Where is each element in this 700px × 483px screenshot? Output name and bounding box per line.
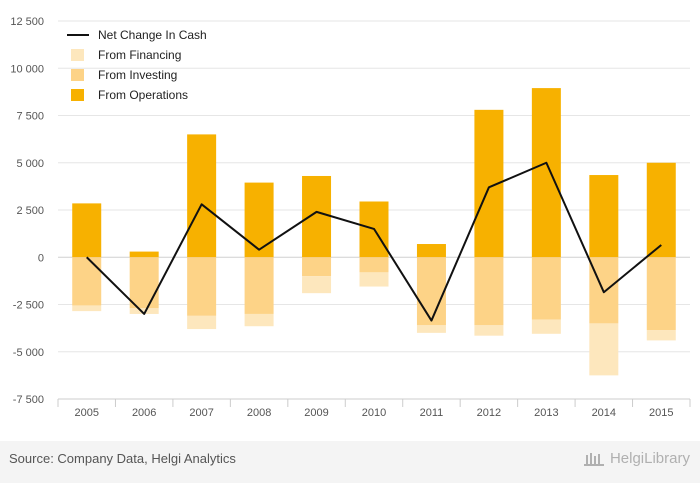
bar-from-operations [531,88,561,258]
legend-label: From Operations [98,88,188,102]
bar-from-financing [302,276,332,294]
legend: Net Change In Cash From Financing From Inv… [67,28,207,102]
x-tick-label: 2012 [477,407,501,419]
bar-from-investing [531,257,561,320]
y-tick-label: 10 000 [10,63,44,75]
bar-from-investing [474,257,504,326]
legend-swatch [71,89,84,101]
bar-from-investing [244,257,274,314]
bar-from-financing [72,305,102,312]
bar-from-investing [359,257,389,273]
brand-logo[interactable]: HelgiLibrary [583,450,690,467]
bar-from-investing [129,257,159,309]
legend-swatch [71,69,84,81]
bar-from-operations [244,182,274,258]
y-tick-label: 7 500 [16,111,44,123]
bar-from-operations [72,203,102,258]
y-tick-label: 5 000 [16,158,44,170]
bar-from-financing [359,272,389,287]
legend-label: From Investing [98,68,177,82]
bar-from-operations [187,134,217,258]
bar-from-financing [589,323,619,376]
library-icon [583,452,604,466]
bar-from-operations [589,175,619,258]
bar-from-investing [72,257,102,306]
legend-label: From Financing [98,48,181,62]
y-tick-label: 12 500 [10,16,44,28]
bar-from-operations [646,162,676,258]
bar-from-operations [416,244,446,258]
x-tick-label: 2008 [247,407,271,419]
x-tick-label: 2013 [534,407,558,419]
bar-from-financing [531,319,561,334]
net-change-line [86,161,662,322]
x-tick-label: 2015 [649,407,673,419]
y-tick-label: -7 500 [13,394,44,406]
legend-label: Net Change In Cash [98,28,207,42]
brand-name: HelgiLibrary [609,450,690,467]
x-tick-label: 2009 [304,407,328,419]
bar-from-investing [646,257,676,331]
bar-from-operations [302,175,332,258]
x-tick-label: 2005 [74,407,98,419]
x-tick-label: 2014 [592,407,616,419]
bar-from-financing [187,315,217,330]
y-tick-label: 0 [38,252,44,264]
source-note: Source: Company Data, Helgi Analytics [9,451,236,466]
y-tick-label: -2 500 [13,300,44,312]
bar-from-investing [302,257,332,277]
legend-swatch [71,49,84,61]
bar-from-investing [187,257,217,316]
x-axis: 2005 2006 2007 2008 2009 2010 2011 2012 2013 2014… [57,398,691,419]
x-tick-label: 2010 [362,407,386,419]
y-axis: -7 500 -5 000 -2 500 0 2 500 5 000 7 500 10 000… [10,16,44,406]
y-tick-label: 2 500 [16,205,44,217]
bar-from-financing [646,330,676,341]
series-line-net-change-in-cash [86,161,662,322]
bar-from-financing [416,325,446,333]
bar-from-investing [416,257,446,326]
bars [72,88,676,376]
bar-from-financing [244,313,274,327]
x-tick-label: 2007 [189,407,213,419]
x-tick-label: 2006 [132,407,156,419]
x-tick-label: 2011 [420,407,444,419]
chart: -7 500 -5 000 -2 500 0 2 500 5 000 7 500 10 000… [10,16,691,419]
footer: Source: Company Data, Helgi Analytics He… [0,441,700,483]
bar-from-operations [129,251,159,258]
y-tick-label: -5 000 [13,347,44,359]
bar-from-financing [474,325,504,336]
bar-from-financing [129,308,159,314]
